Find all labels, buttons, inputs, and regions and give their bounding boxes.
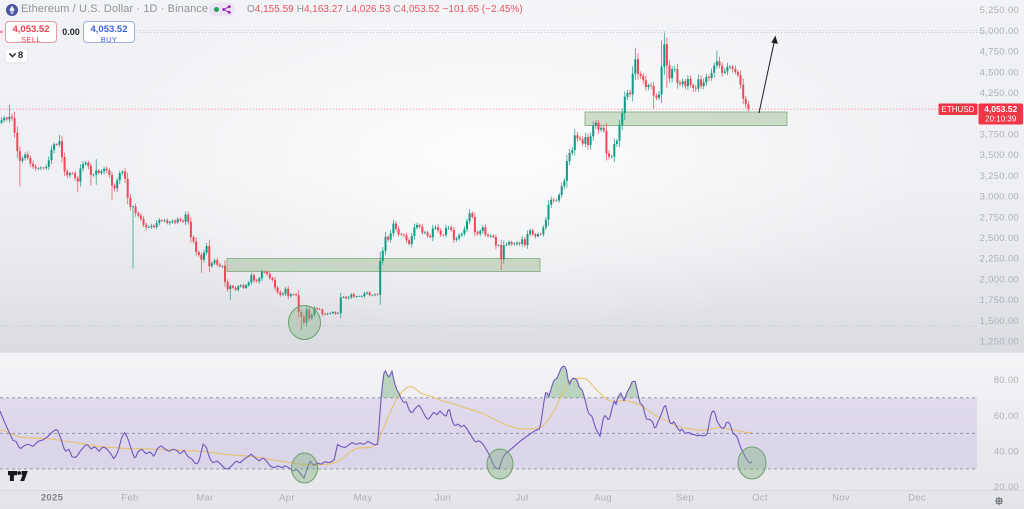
- svg-text:80.00: 80.00: [994, 375, 1019, 386]
- svg-text:4,053.52: 4,053.52: [984, 104, 1017, 114]
- svg-text:Nov: Nov: [832, 493, 850, 504]
- svg-text:3,750.00: 3,750.00: [980, 129, 1019, 140]
- svg-text:2,000.00: 2,000.00: [980, 274, 1019, 285]
- svg-text:40.00: 40.00: [994, 446, 1019, 457]
- svg-text:4,250.00: 4,250.00: [980, 88, 1019, 99]
- svg-text:20.00: 20.00: [994, 482, 1019, 493]
- svg-text:Feb: Feb: [121, 493, 138, 504]
- svg-text:Mar: Mar: [196, 493, 213, 504]
- svg-text:5,000.00: 5,000.00: [980, 26, 1019, 37]
- svg-text:Jul: Jul: [515, 493, 528, 504]
- svg-text:3,250.00: 3,250.00: [980, 171, 1019, 182]
- svg-text:2025: 2025: [41, 493, 64, 504]
- svg-text:4,500.00: 4,500.00: [980, 67, 1019, 78]
- svg-text:1,750.00: 1,750.00: [980, 295, 1019, 306]
- svg-text:Sep: Sep: [676, 493, 694, 504]
- svg-text:May: May: [354, 493, 373, 504]
- svg-text:Aug: Aug: [594, 493, 612, 504]
- svg-text:20:10:39: 20:10:39: [985, 114, 1017, 123]
- svg-text:ETHUSD: ETHUSD: [942, 105, 975, 114]
- svg-text:1,250.00: 1,250.00: [980, 337, 1019, 348]
- svg-text:60.00: 60.00: [994, 411, 1019, 422]
- svg-text:Jun: Jun: [435, 493, 451, 504]
- svg-text:1,500.00: 1,500.00: [980, 316, 1019, 327]
- svg-text:4,750.00: 4,750.00: [980, 47, 1019, 58]
- svg-text:2,500.00: 2,500.00: [980, 233, 1019, 244]
- svg-text:3,500.00: 3,500.00: [980, 150, 1019, 161]
- svg-text:Apr: Apr: [279, 493, 295, 504]
- svg-text:Dec: Dec: [908, 493, 926, 504]
- svg-text:Oct: Oct: [752, 493, 768, 504]
- svg-text:2,250.00: 2,250.00: [980, 254, 1019, 265]
- svg-text:3,000.00: 3,000.00: [980, 192, 1019, 203]
- svg-text:5,250.00: 5,250.00: [980, 5, 1019, 16]
- svg-text:2,750.00: 2,750.00: [980, 212, 1019, 223]
